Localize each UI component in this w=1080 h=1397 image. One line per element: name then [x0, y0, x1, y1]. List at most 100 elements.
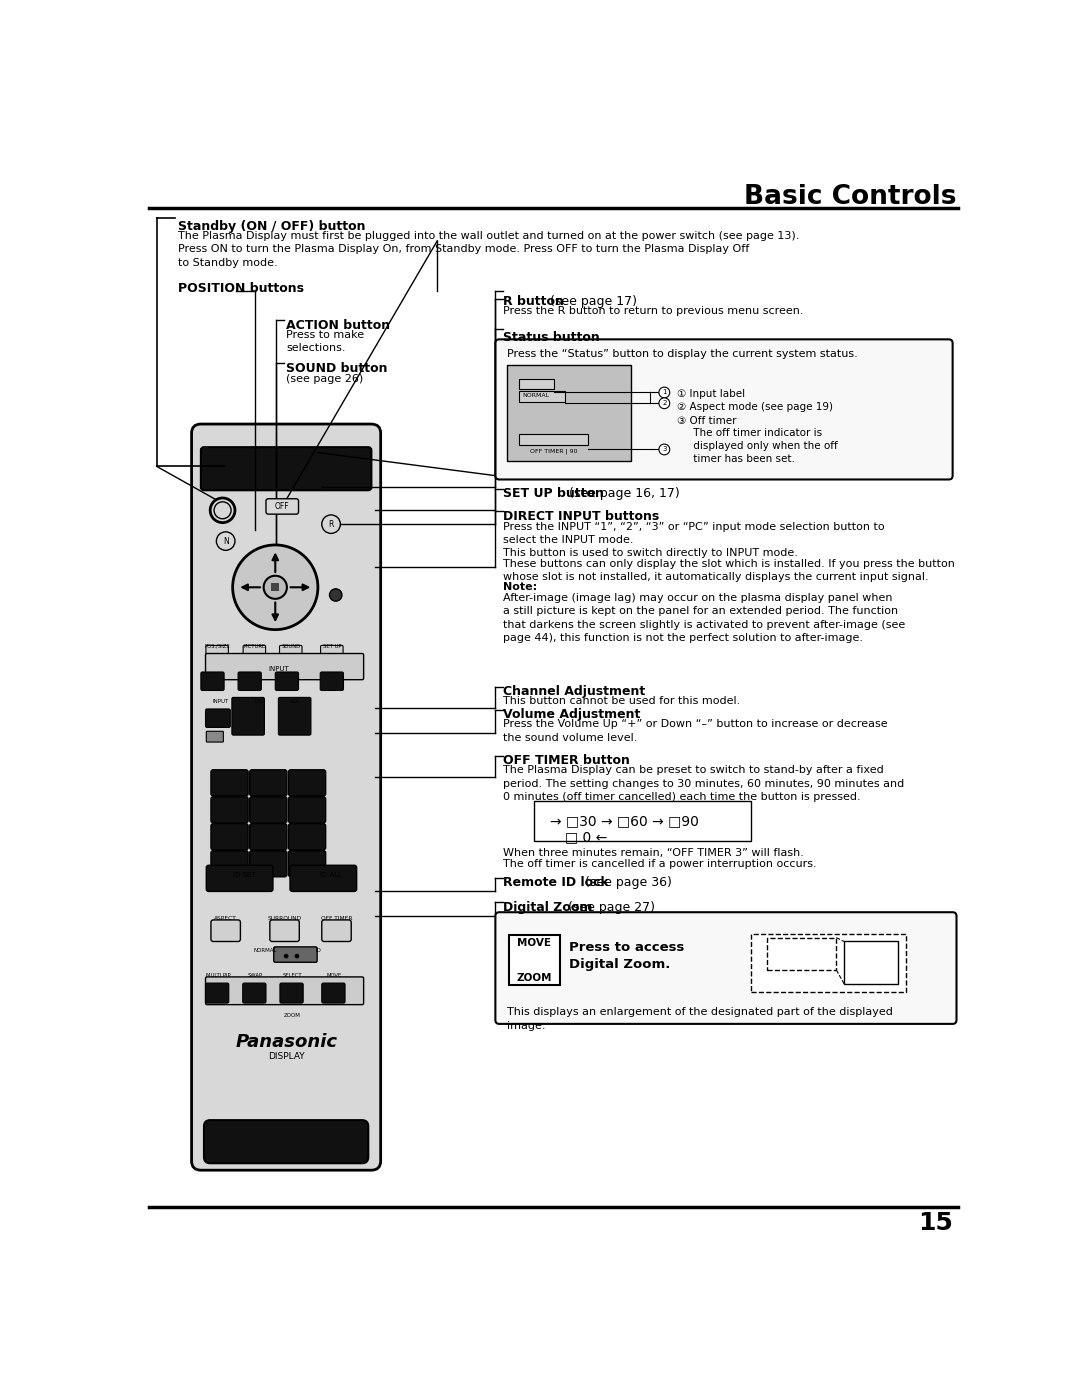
Text: DIRECT INPUT buttons: DIRECT INPUT buttons	[503, 510, 660, 522]
Text: MOVE: MOVE	[517, 937, 551, 949]
Text: OFF TIMER: OFF TIMER	[321, 916, 352, 921]
Circle shape	[264, 576, 287, 599]
FancyBboxPatch shape	[249, 851, 287, 877]
Circle shape	[211, 497, 235, 522]
Text: SURROUND: SURROUND	[268, 916, 301, 921]
FancyBboxPatch shape	[201, 447, 372, 490]
Text: (see page 17): (see page 17)	[545, 295, 637, 307]
FancyBboxPatch shape	[249, 770, 287, 796]
Text: 1: 1	[662, 390, 666, 395]
FancyBboxPatch shape	[273, 947, 318, 963]
FancyBboxPatch shape	[322, 921, 351, 942]
FancyBboxPatch shape	[249, 796, 287, 823]
Text: OFF TIMER button: OFF TIMER button	[503, 754, 630, 767]
Text: → □30 → □60 → □90: → □30 → □60 → □90	[550, 814, 699, 828]
Text: When three minutes remain, “OFF TIMER 3” will flash.: When three minutes remain, “OFF TIMER 3”…	[503, 848, 804, 858]
Text: Status button: Status button	[503, 331, 599, 344]
FancyBboxPatch shape	[204, 1120, 368, 1164]
FancyBboxPatch shape	[191, 425, 380, 1171]
Text: The Plasma Display must first be plugged into the wall outlet and turned on at t: The Plasma Display must first be plugged…	[177, 231, 799, 268]
Text: INPUT: INPUT	[213, 698, 229, 704]
FancyBboxPatch shape	[280, 983, 303, 1003]
Text: INPUT: INPUT	[268, 666, 288, 672]
Text: Press the “Status” button to display the current system status.: Press the “Status” button to display the…	[507, 349, 858, 359]
FancyBboxPatch shape	[206, 865, 273, 891]
Text: N: N	[222, 536, 229, 546]
Text: ID SET: ID SET	[233, 872, 256, 877]
Text: 3: 3	[662, 447, 666, 453]
FancyBboxPatch shape	[205, 977, 364, 1004]
Circle shape	[329, 588, 342, 601]
Text: R button: R button	[503, 295, 564, 307]
FancyBboxPatch shape	[321, 645, 343, 657]
Text: MULTI PIP: MULTI PIP	[205, 974, 230, 978]
Text: OFF: OFF	[275, 502, 289, 511]
Text: OFF TIMER | 90: OFF TIMER | 90	[530, 448, 577, 454]
Circle shape	[659, 398, 670, 409]
FancyBboxPatch shape	[535, 800, 751, 841]
Text: SOUND button: SOUND button	[286, 362, 388, 374]
Text: Note:: Note:	[503, 583, 537, 592]
Text: Panasonic: Panasonic	[235, 1032, 337, 1051]
Text: SET UP button: SET UP button	[503, 488, 604, 500]
FancyBboxPatch shape	[206, 645, 228, 657]
Bar	[751, 933, 906, 992]
FancyBboxPatch shape	[211, 796, 248, 823]
Text: Channel Adjustment: Channel Adjustment	[503, 685, 646, 698]
Text: Press to make
selections.: Press to make selections.	[286, 330, 364, 353]
Text: SWAP: SWAP	[247, 974, 262, 978]
FancyBboxPatch shape	[249, 824, 287, 849]
Text: After-image (image lag) may occur on the plasma display panel when
a still pictu: After-image (image lag) may occur on the…	[503, 592, 905, 644]
Text: Digital Zoom: Digital Zoom	[503, 901, 593, 914]
FancyBboxPatch shape	[206, 731, 224, 742]
FancyBboxPatch shape	[280, 645, 302, 657]
FancyBboxPatch shape	[270, 921, 299, 942]
Text: POSITION buttons: POSITION buttons	[177, 282, 303, 295]
Text: R: R	[328, 520, 334, 528]
Text: SELECT: SELECT	[283, 974, 302, 978]
FancyBboxPatch shape	[211, 824, 248, 849]
FancyBboxPatch shape	[288, 851, 326, 877]
Text: (see page 27): (see page 27)	[564, 901, 654, 914]
Bar	[767, 937, 836, 970]
Text: This displays an enlargement of the designated part of the displayed
image.: This displays an enlargement of the desi…	[507, 1007, 893, 1031]
Text: ID ALL: ID ALL	[320, 872, 342, 877]
Text: Standby (ON / OFF) button: Standby (ON / OFF) button	[177, 219, 365, 233]
Circle shape	[295, 954, 299, 958]
Text: ACTION button: ACTION button	[286, 319, 390, 331]
Text: NORMAL: NORMAL	[254, 949, 278, 953]
FancyBboxPatch shape	[510, 936, 559, 985]
Circle shape	[232, 545, 318, 630]
FancyBboxPatch shape	[275, 672, 298, 690]
Circle shape	[216, 532, 235, 550]
Circle shape	[659, 444, 670, 455]
Bar	[271, 584, 279, 591]
FancyBboxPatch shape	[266, 499, 298, 514]
FancyBboxPatch shape	[243, 983, 266, 1003]
Text: DISPLAY: DISPLAY	[268, 1052, 305, 1062]
Text: PC: PC	[525, 381, 536, 391]
Circle shape	[659, 387, 670, 398]
Text: 15: 15	[918, 1211, 953, 1235]
FancyBboxPatch shape	[288, 770, 326, 796]
FancyBboxPatch shape	[205, 708, 230, 728]
FancyBboxPatch shape	[211, 921, 241, 942]
Bar	[507, 365, 631, 461]
FancyBboxPatch shape	[238, 672, 261, 690]
Text: (see page 26): (see page 26)	[286, 374, 363, 384]
FancyBboxPatch shape	[288, 824, 326, 849]
Circle shape	[284, 954, 288, 958]
Text: VOL: VOL	[291, 698, 301, 704]
FancyBboxPatch shape	[322, 983, 345, 1003]
FancyBboxPatch shape	[211, 851, 248, 877]
FancyBboxPatch shape	[211, 770, 248, 796]
Text: The off timer is cancelled if a power interruption occurs.: The off timer is cancelled if a power in…	[503, 859, 816, 869]
Bar	[518, 379, 554, 390]
Text: □ 0 ←: □ 0 ←	[565, 830, 607, 844]
FancyBboxPatch shape	[205, 654, 364, 680]
Text: These buttons can only display the slot which is installed. If you press the but: These buttons can only display the slot …	[503, 559, 955, 583]
Text: Press the Volume Up “+” or Down “–” button to increase or decrease
the sound vol: Press the Volume Up “+” or Down “–” butt…	[503, 719, 888, 743]
Text: ID: ID	[315, 949, 322, 953]
Text: (see page 16, 17): (see page 16, 17)	[565, 488, 680, 500]
Text: Press the INPUT “1”, “2”, “3” or “PC” input mode selection button to
select the : Press the INPUT “1”, “2”, “3” or “PC” in…	[503, 522, 885, 545]
